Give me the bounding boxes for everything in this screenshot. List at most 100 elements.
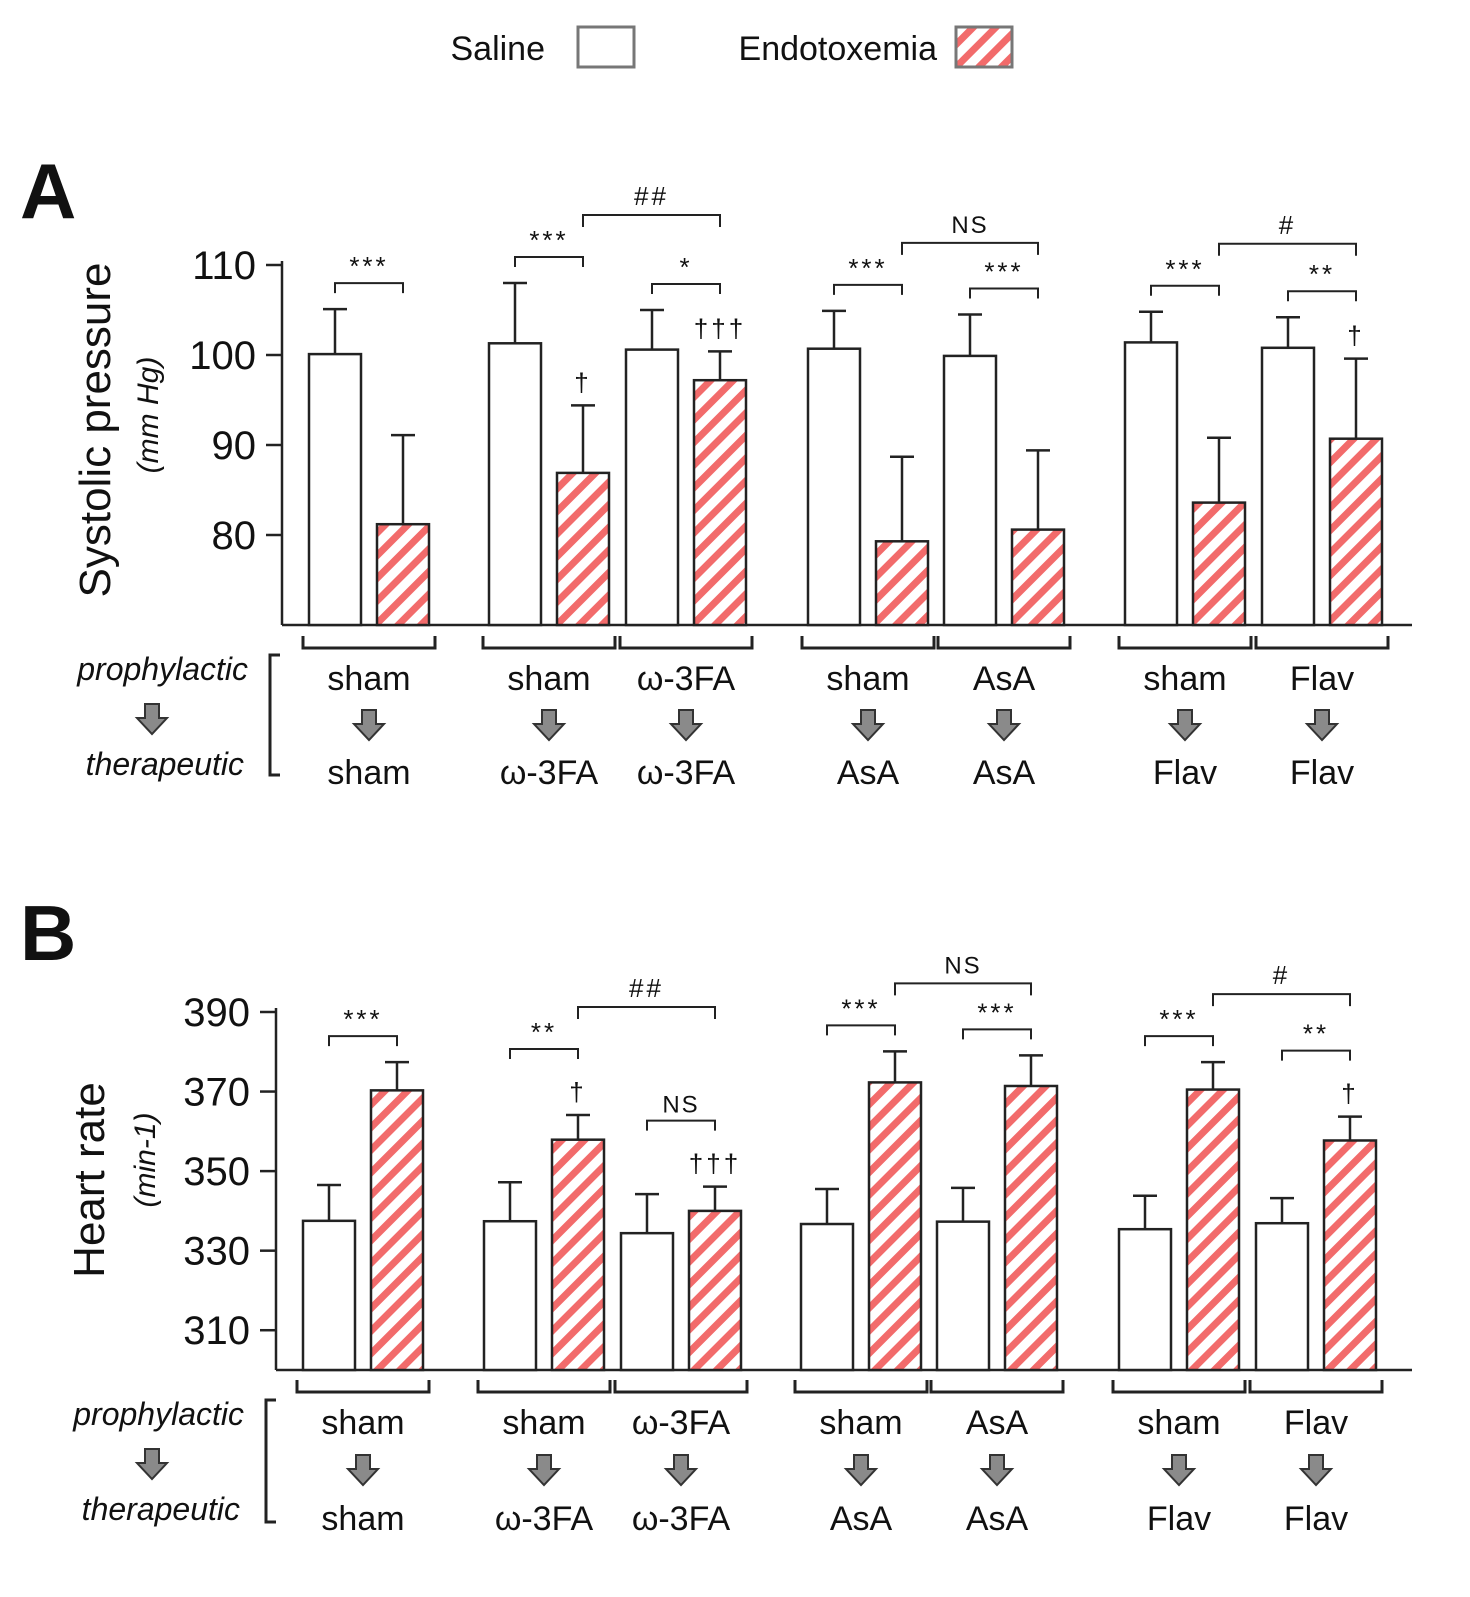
bar-saline — [1254, 1221, 1310, 1372]
y-tick-label: 370 — [183, 1071, 250, 1115]
between-group-label: ## — [634, 181, 669, 211]
dagger-mark: † — [1341, 1079, 1358, 1109]
side-label-prophylactic: prophylactic — [72, 1396, 244, 1432]
significance-label: * — [679, 252, 692, 282]
group-therapeutic-label: ω-3FA — [632, 1500, 731, 1538]
side-label-therapeutic: therapeutic — [82, 1491, 240, 1527]
panel-label: B — [20, 889, 76, 977]
group-prophylactic-label: AsA — [966, 1404, 1029, 1442]
dagger-mark: † — [574, 367, 591, 397]
y-tick-label: 310 — [183, 1309, 250, 1353]
significance-bracket — [826, 1024, 896, 1036]
down-arrow-icon — [134, 703, 170, 736]
group-prophylactic-label: sham — [1137, 1404, 1220, 1442]
legend-endotoxemia-label: Endotoxemia — [739, 30, 938, 68]
significance-label: *** — [984, 257, 1023, 287]
dagger-mark: † — [569, 1077, 586, 1107]
bar-endotoxemia — [369, 1089, 425, 1372]
y-tick-label: 390 — [183, 991, 250, 1035]
bar-endotoxemia — [1322, 1139, 1378, 1372]
significance-bracket — [1287, 290, 1357, 302]
group-prophylactic-label: sham — [502, 1404, 585, 1442]
significance-bracket — [651, 283, 721, 294]
between-group-bracket — [901, 241, 1039, 255]
group-bracket — [618, 636, 754, 650]
y-tick-label: 350 — [183, 1150, 250, 1194]
bar-saline — [624, 348, 680, 627]
down-arrow-icon — [850, 709, 886, 742]
significance-bracket — [833, 283, 903, 295]
group-therapeutic-label: Flav — [1153, 754, 1217, 792]
panel-label: A — [20, 147, 76, 235]
down-arrow-icon — [1304, 709, 1340, 742]
y-tick-label: 110 — [192, 244, 256, 288]
significance-bracket — [1144, 1035, 1214, 1047]
significance-bracket — [514, 256, 584, 267]
significance-label: NS — [662, 1092, 699, 1119]
down-arrow-icon — [979, 1454, 1015, 1487]
group-prophylactic-label: sham — [327, 660, 410, 698]
down-arrow-icon — [345, 1454, 381, 1487]
side-bracket — [264, 1398, 276, 1524]
group-bracket — [301, 636, 437, 650]
group-therapeutic-label: AsA — [973, 754, 1036, 792]
bar-saline — [1260, 346, 1316, 627]
group-bracket — [800, 636, 936, 650]
significance-label: ** — [531, 1017, 557, 1047]
bar-saline — [806, 347, 862, 627]
bar-endotoxemia — [1010, 528, 1066, 627]
bar-endotoxemia — [867, 1081, 923, 1372]
between-group-bracket — [577, 1006, 716, 1020]
y-tick-label: 90 — [212, 424, 257, 468]
between-group-label: # — [1279, 210, 1296, 240]
significance-bracket — [646, 1119, 716, 1131]
between-group-bracket — [1212, 993, 1351, 1007]
down-arrow-icon — [668, 709, 704, 742]
bar-saline — [1117, 1227, 1173, 1372]
group-bracket — [1111, 1380, 1247, 1394]
between-group-label: # — [1273, 960, 1290, 990]
group-prophylactic-label: Flav — [1284, 1404, 1348, 1442]
down-arrow-icon — [351, 709, 387, 742]
between-group-label: NS — [944, 952, 981, 979]
dagger-mark: ††† — [694, 313, 746, 343]
side-label-prophylactic: prophylactic — [76, 651, 248, 687]
significance-label: *** — [349, 251, 388, 281]
significance-label: *** — [1165, 254, 1204, 284]
bar-saline — [487, 342, 543, 627]
significance-label: *** — [343, 1004, 382, 1034]
bar-endotoxemia — [1185, 1088, 1241, 1372]
group-therapeutic-label: AsA — [966, 1500, 1029, 1538]
significance-bracket — [1150, 284, 1220, 296]
group-bracket — [295, 1380, 431, 1394]
y-tick-label: 100 — [189, 334, 256, 378]
significance-bracket — [962, 1028, 1032, 1040]
group-bracket — [936, 636, 1072, 650]
group-prophylactic-label: sham — [321, 1404, 404, 1442]
group-bracket — [1248, 1380, 1384, 1394]
bar-saline — [935, 1220, 991, 1372]
legend: Saline Endotoxemia — [450, 25, 1014, 69]
dagger-mark: ††† — [689, 1149, 741, 1179]
y-axis-unit: (mm Hg) — [132, 357, 165, 474]
group-bracket — [476, 1380, 612, 1394]
group-bracket — [613, 1380, 749, 1394]
down-arrow-icon — [986, 709, 1022, 742]
legend-saline-swatch — [576, 25, 636, 69]
bar-saline — [942, 354, 998, 627]
dagger-mark: † — [1347, 321, 1364, 351]
bar-saline — [799, 1222, 855, 1372]
group-bracket — [793, 1380, 929, 1394]
significance-label: *** — [529, 225, 568, 255]
y-axis-label: Heart rate — [65, 1082, 114, 1278]
significance-label: *** — [1159, 1004, 1198, 1034]
group-bracket — [1254, 636, 1390, 650]
bar-endotoxemia — [874, 540, 930, 627]
group-prophylactic-label: sham — [1143, 660, 1226, 698]
group-prophylactic-label: ω-3FA — [637, 660, 736, 698]
group-prophylactic-label: sham — [826, 660, 909, 698]
bar-endotoxemia — [1191, 501, 1247, 627]
bar-saline — [619, 1231, 675, 1372]
